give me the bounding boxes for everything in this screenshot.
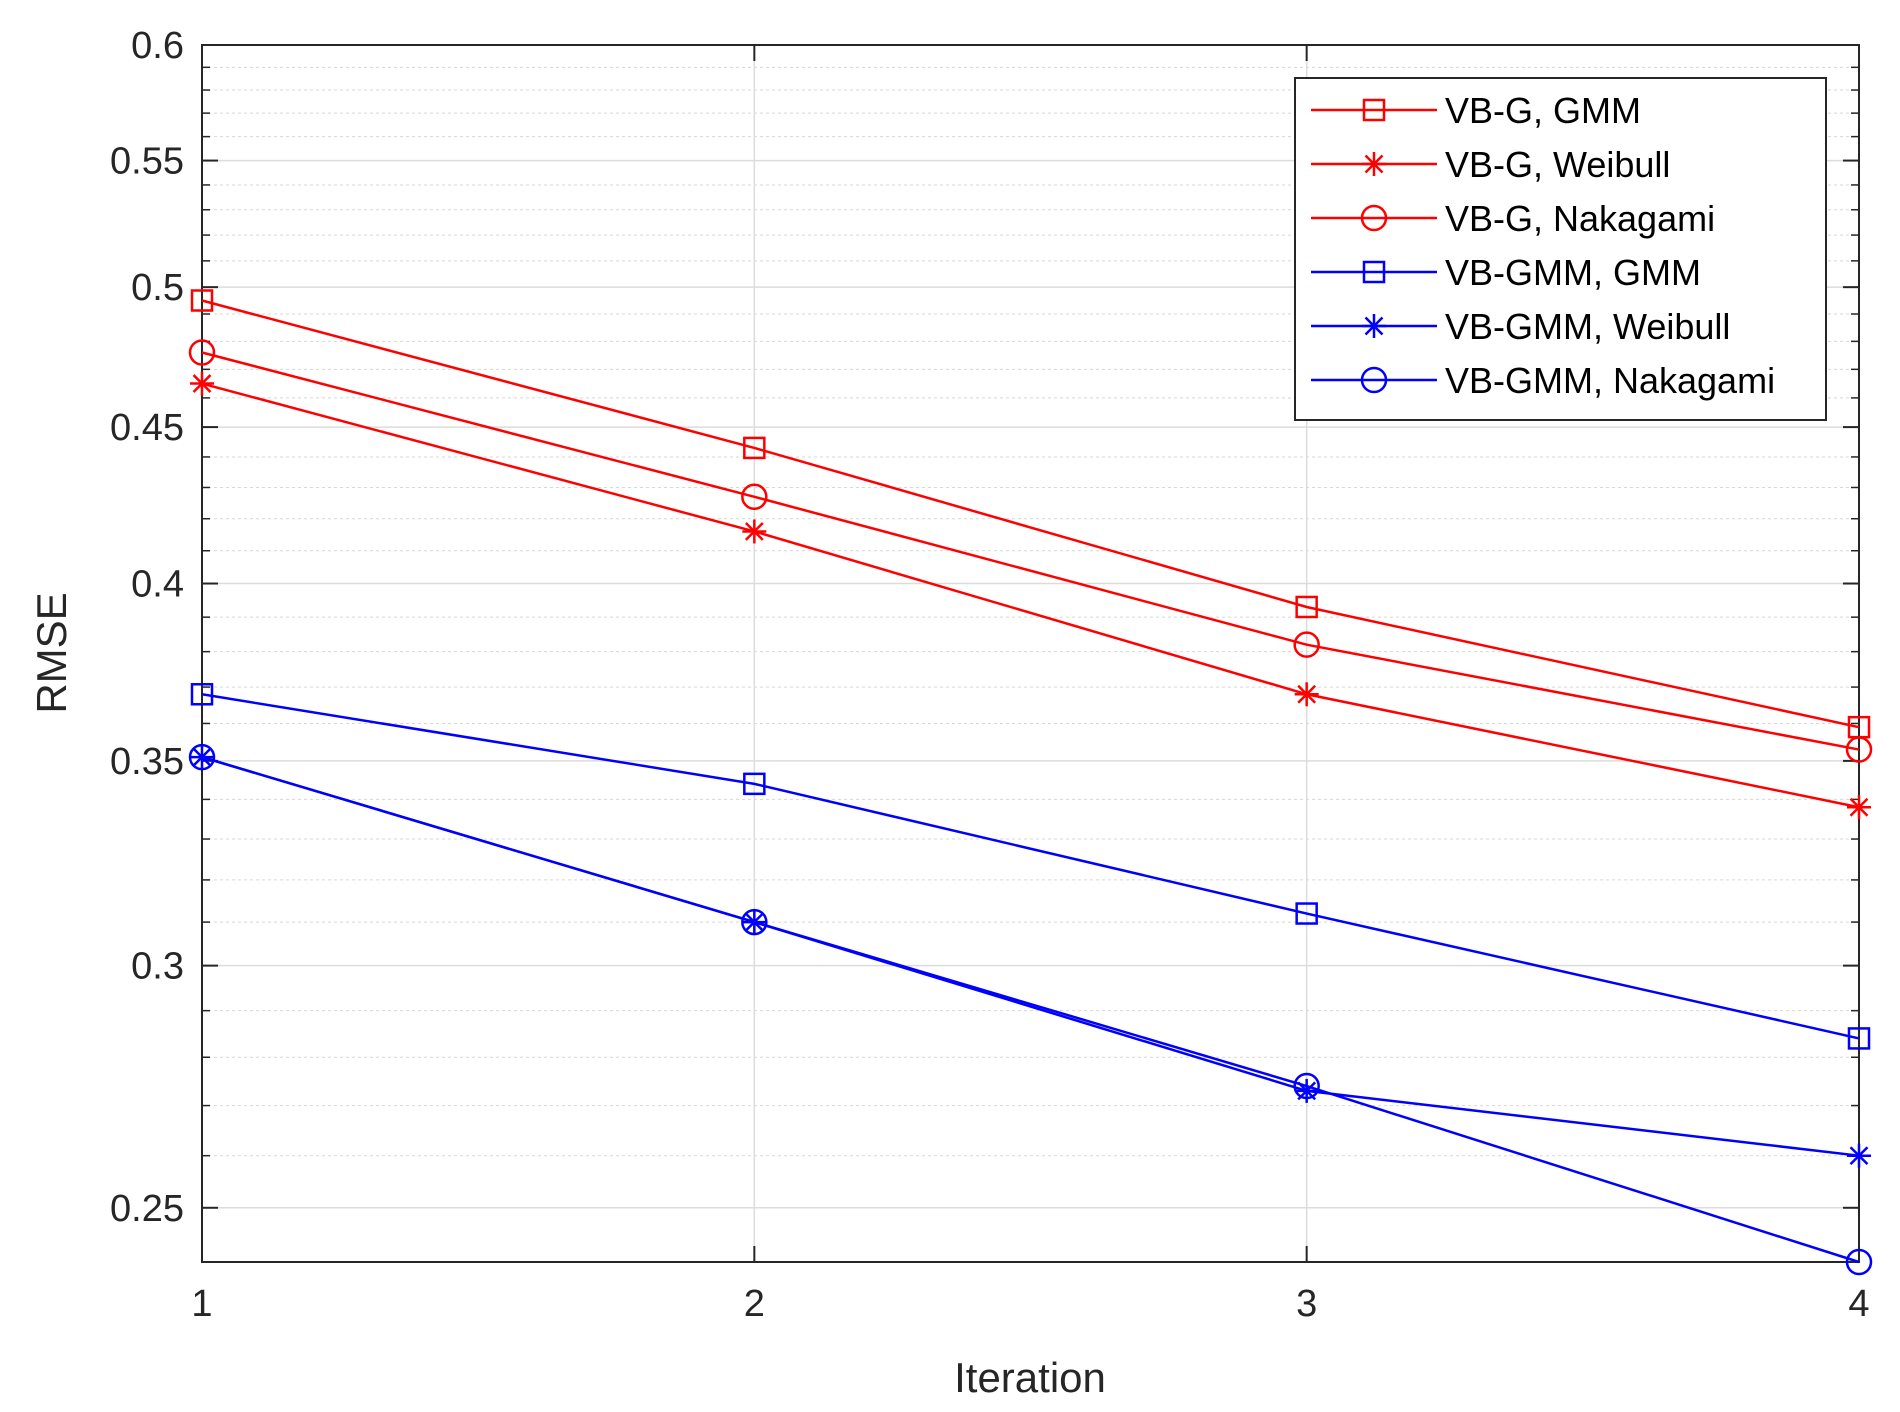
legend: VB-G, GMM VB-G, Weibull VB-G, Nakagami VB-G…: [1294, 77, 1827, 421]
y-tick-label: 0.45: [110, 407, 184, 449]
marker-square: [743, 436, 766, 460]
marker-circle: [188, 743, 216, 771]
marker-square: [1295, 595, 1318, 619]
marker-circle: [741, 908, 768, 936]
y-tick-label: 0.3: [131, 946, 184, 988]
marker-asterisk-stroke: [1297, 684, 1317, 704]
axis-ticks: [201, 44, 1860, 1263]
legend-label: VB-G, Nakagami: [1445, 198, 1715, 239]
marker-circle: [1845, 1248, 1873, 1276]
marker-asterisk: [1847, 1143, 1871, 1168]
marker-square: [1847, 1027, 1871, 1050]
legend-box: [1294, 77, 1827, 421]
x-tick-label: 4: [1848, 1283, 1869, 1325]
marker-asterisk: [1362, 152, 1386, 176]
legend-label: VB-GMM, GMM: [1445, 252, 1701, 293]
marker-asterisk: [190, 371, 214, 396]
x-tick-label: 2: [744, 1283, 765, 1325]
y-tick-label: 0.25: [110, 1188, 184, 1230]
marker-asterisk: [1294, 682, 1319, 707]
x-axis-label: Iteration: [954, 1354, 1106, 1401]
legend-label: VB-GMM, Nakagami: [1445, 360, 1775, 401]
legend-label: VB-G, Weibull: [1445, 144, 1670, 185]
marker-circle: [1360, 366, 1388, 394]
marker-square: [743, 772, 766, 796]
marker-circle: [1293, 631, 1320, 658]
series-line: [201, 382, 1860, 809]
y-tick-labels: 0.25 0.3 0.35 0.4 0.45 0.5 0.55 0.6: [110, 25, 184, 1230]
series-line: [201, 755, 1860, 1264]
legend-entry: VB-G, Nakagami: [1311, 198, 1715, 239]
marker-asterisk-stroke: [1849, 1146, 1869, 1166]
x-tick-label: 3: [1296, 1283, 1317, 1325]
y-tick-label: 0.55: [110, 141, 184, 183]
marker-square: [190, 289, 214, 312]
y-tick-label: 0.6: [131, 25, 184, 67]
series-line: [201, 299, 1860, 729]
series-vb-gmm-gmm: [190, 683, 1871, 1050]
marker-asterisk: [1362, 314, 1386, 338]
marker-circle: [1293, 1072, 1320, 1100]
series-vb-g-gmm: [190, 289, 1871, 739]
series-layer: [188, 289, 1873, 1276]
series-vb-g-weibull: [190, 371, 1871, 820]
marker-square: [1295, 902, 1318, 925]
marker-circle: [1845, 736, 1873, 763]
y-tick-label: 0.5: [131, 267, 184, 309]
y-tick-label: 0.35: [110, 741, 184, 783]
marker-asterisk-stroke: [744, 522, 764, 541]
legend-entry: VB-GMM, GMM: [1311, 252, 1701, 293]
marker-circle: [1360, 204, 1388, 232]
legend-label: VB-GMM, Weibull: [1445, 306, 1730, 347]
y-tick-label: 0.4: [131, 564, 184, 606]
marker-square: [1362, 98, 1386, 122]
marker-asterisk-stroke: [1849, 797, 1869, 817]
marker-circle: [188, 339, 216, 366]
x-tick-labels: 1 2 3 4: [191, 1283, 1869, 1325]
legend-entry: VB-GMM, Nakagami: [1311, 360, 1775, 401]
marker-asterisk: [1847, 795, 1871, 820]
marker-asterisk-stroke: [1364, 154, 1384, 174]
marker-asterisk-stroke: [192, 374, 212, 393]
marker-square: [1362, 260, 1386, 284]
legend-entry: VB-GMM, Weibull: [1311, 306, 1730, 347]
series-line: [201, 351, 1860, 751]
y-axis-label: RMSE: [28, 592, 75, 713]
legend-label: VB-G, GMM: [1445, 90, 1641, 131]
marker-square: [190, 683, 214, 706]
legend-entry: VB-G, Weibull: [1311, 144, 1670, 185]
legend-entry: VB-G, GMM: [1311, 90, 1641, 131]
series-line: [201, 693, 1860, 1040]
x-tick-label: 1: [191, 1283, 212, 1325]
marker-asterisk: [742, 519, 767, 544]
series-vb-gmm-nakagami: [188, 743, 1873, 1276]
marker-asterisk-stroke: [1364, 316, 1384, 336]
series-vb-g-nakagami: [188, 339, 1873, 763]
axes-box: [201, 44, 1860, 1263]
marker-circle: [741, 483, 768, 511]
